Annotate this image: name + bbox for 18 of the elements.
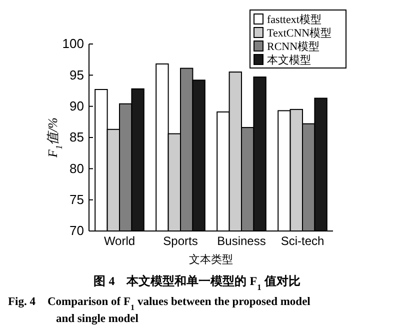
legend-label: RCNN模型 [267,41,320,53]
x-tick-label: Sci-tech [280,234,324,248]
legend-label: TextCNN模型 [267,28,332,40]
y-tick-label: 90 [70,98,84,114]
caption: 图 4 本文模型和单一模型的 F$_{1}$ 值对比 [94,274,300,292]
y-tick-label: 75 [70,192,84,207]
y-tick-label: 100 [62,36,84,52]
y-tick-label: 85 [70,130,84,145]
x-tick-label: Sports [163,234,198,248]
x-tick-label: World [104,234,136,248]
legend-label: 本文模型 [267,54,311,66]
x-axis-title: 文本类型 [189,253,233,266]
legend-label: fasttext模型 [267,14,322,26]
caption: Fig. 4 Comparison of F$_{1}$ values between the proposed model and single model [8,296,310,325]
y-tick-label: 80 [70,160,84,176]
y-tick-label: 70 [70,223,84,238]
y-tick-label: 95 [70,67,84,82]
x-tick-label: Business [217,234,266,248]
